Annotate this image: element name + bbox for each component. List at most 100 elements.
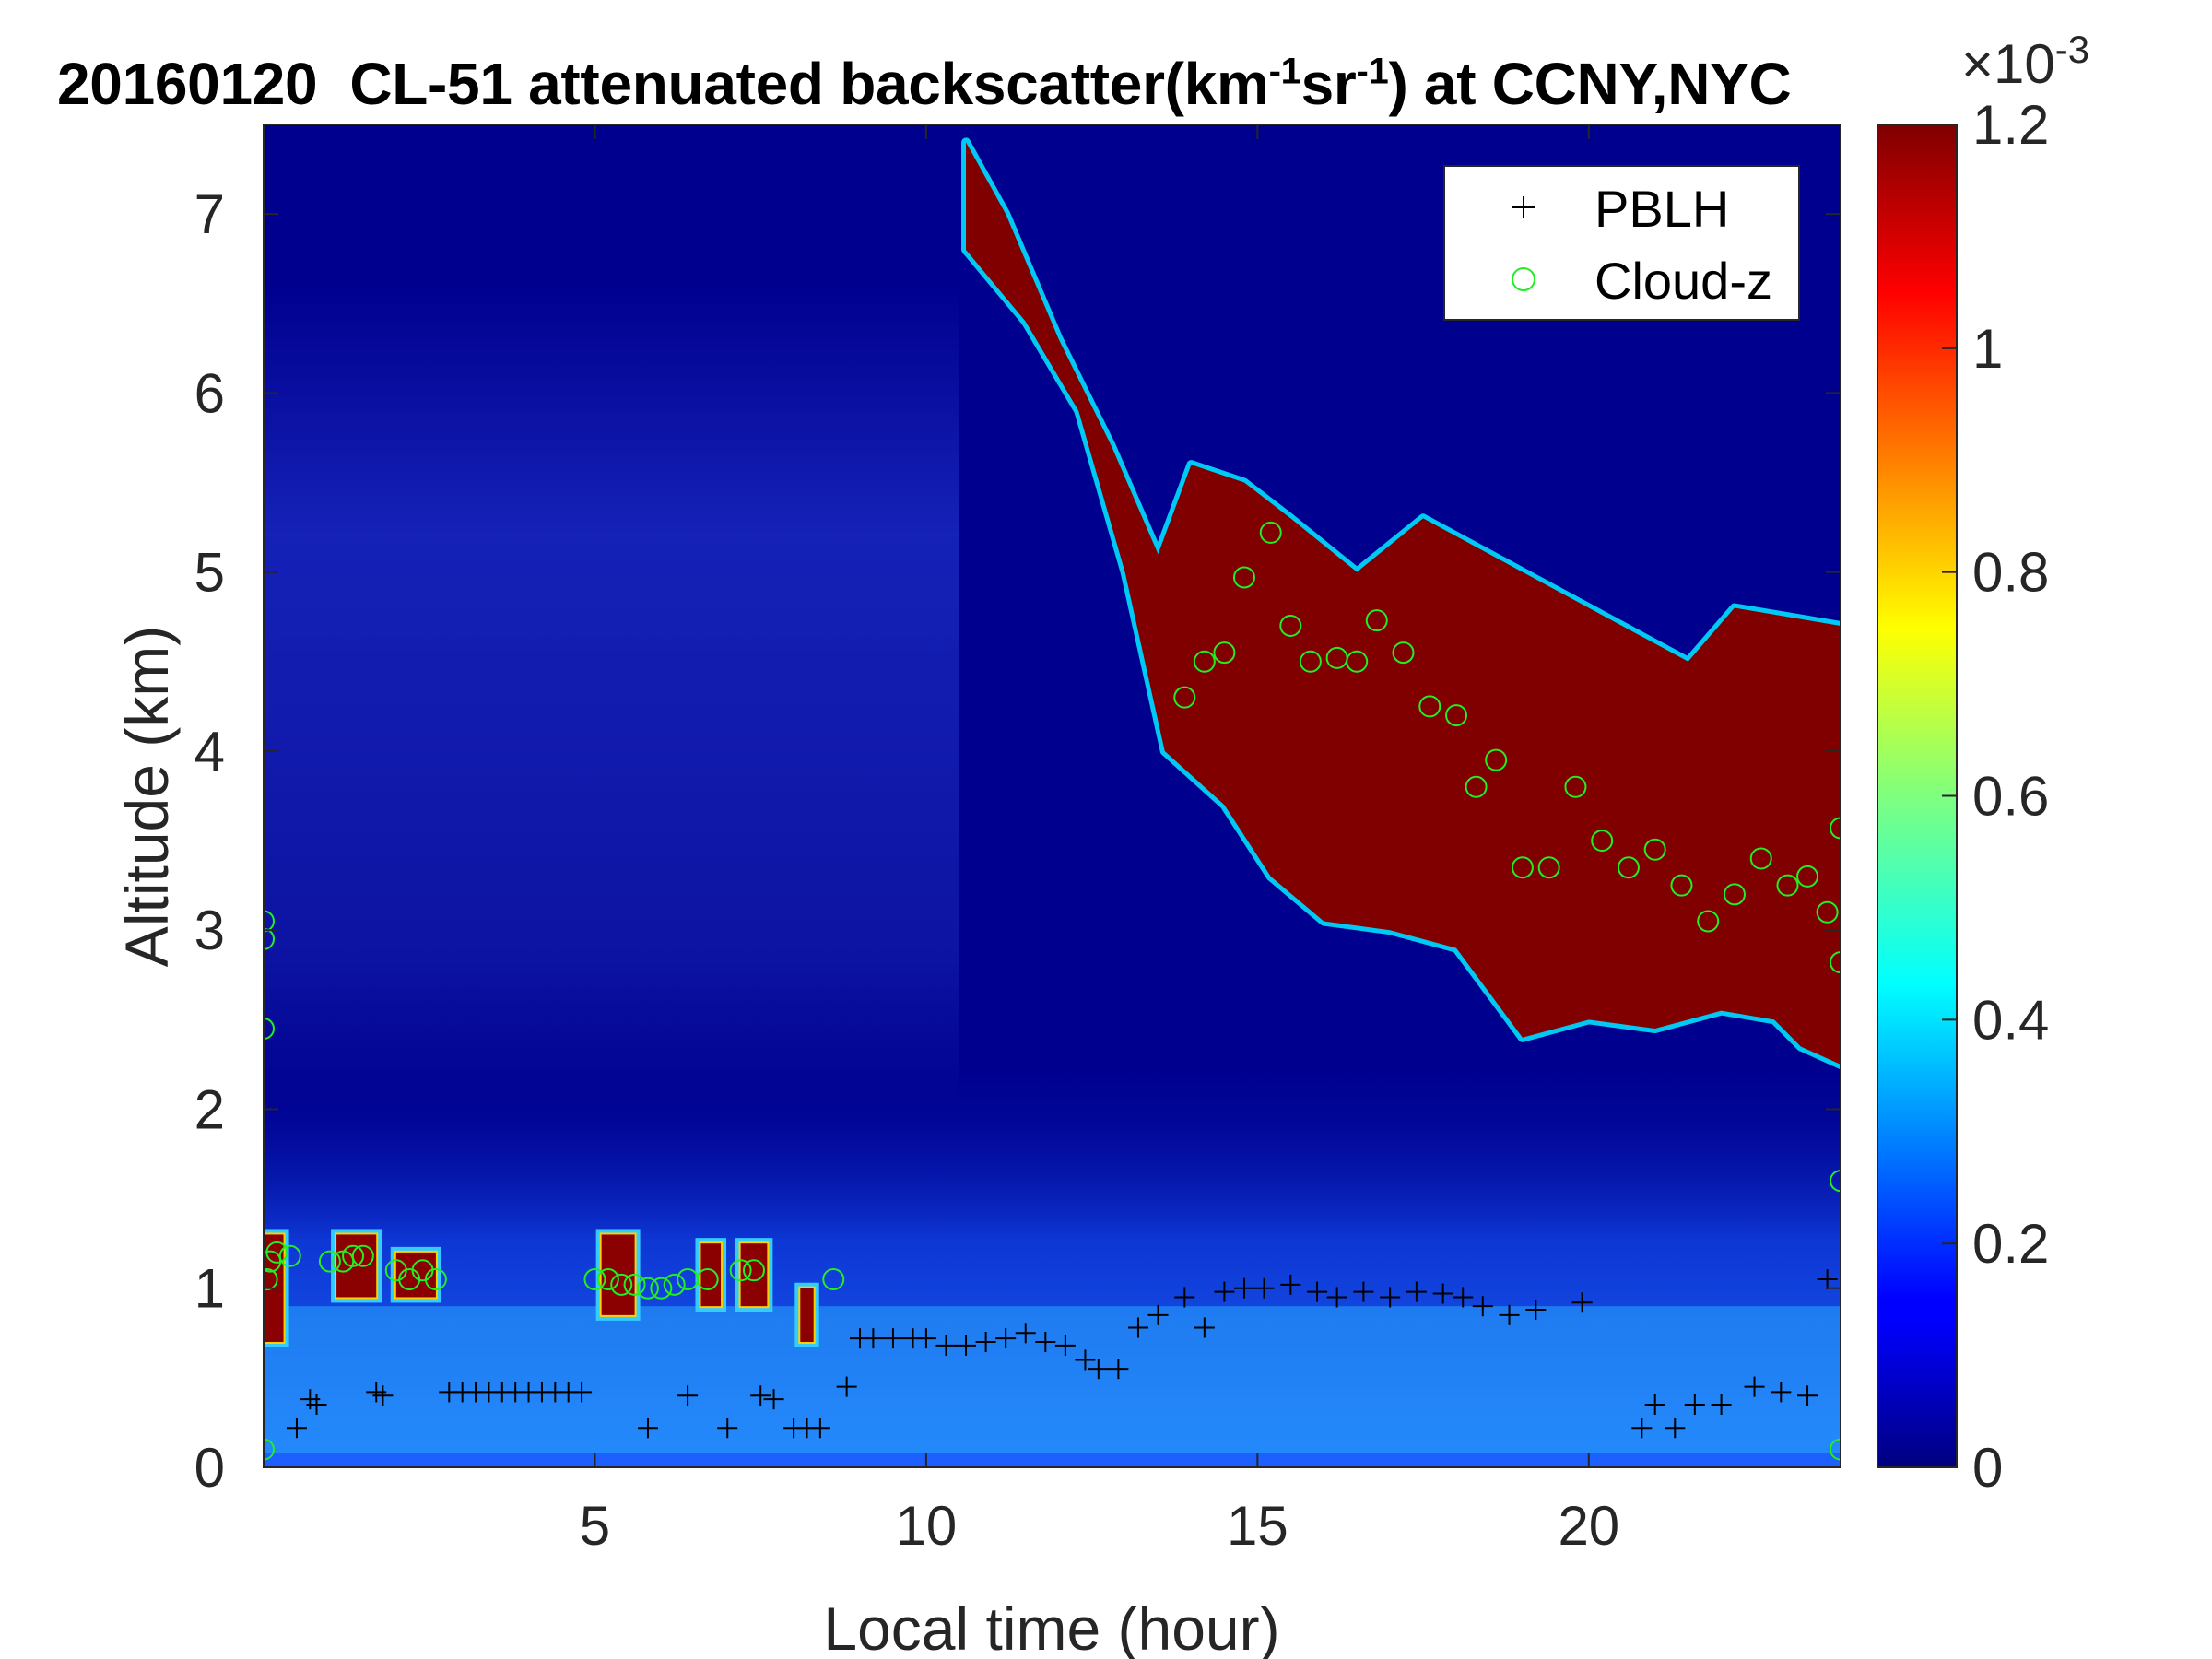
cloud-z-point [1830,1438,1841,1461]
x-axis: 5 10 15 20 [580,124,1619,1557]
pblh-point [956,1335,977,1356]
cloud-z-point [1643,838,1666,861]
y-tick-label: 0 [194,1437,225,1499]
pblh-point [1453,1287,1474,1308]
cloud-z-point [264,1018,275,1041]
cloud-z-point [1279,614,1302,637]
pblh-point [1817,1269,1838,1290]
colorbar-tick-label: 0.6 [1972,766,2049,828]
cloud-z-point [1418,695,1441,718]
legend-cloud-z-label: Cloud-z [1594,252,1772,310]
pblh-point [1280,1274,1301,1295]
cloud-z-point [1697,910,1720,933]
cloud-z-point [1485,748,1508,771]
pblh-point [1108,1359,1129,1380]
cloud-z-point [1670,874,1693,897]
y-tick-label: 5 [194,542,225,604]
colorbar-axis: 0 0.2 0.4 0.6 0.8 1 1.2 [1942,94,2049,1499]
cloud-deck [961,137,1841,1069]
pblh-point [995,1328,1017,1349]
pblh-point [1233,1277,1254,1299]
cloud-z-point [278,1244,301,1267]
pblh-point [1147,1304,1169,1325]
colorbar-multiplier-base: ×10 [1961,33,2055,95]
pblh-point [1307,1281,1328,1302]
cloud-z-point [1465,775,1488,798]
pblh-point [1326,1287,1347,1308]
x-axis-label: Local time (hour) [823,1594,1279,1659]
cloud-z-point [342,1244,365,1267]
title-exponent-2: -1 [1356,51,1389,92]
cloud-z-point [265,1241,288,1264]
y-tick-label: 6 [194,362,225,424]
cloud-z-point [1816,900,1839,924]
x-tick-label: 5 [580,1495,610,1557]
cloud-z-point [1749,847,1772,870]
cloud-deck-core [966,142,1841,1065]
pblh-point [1665,1418,1686,1439]
pblh-point [915,1328,936,1349]
cloud-z-point [1365,609,1388,632]
title-unit-sr: sr [1300,51,1357,117]
pblh-point [1035,1332,1056,1353]
cloud-z-point [742,1259,765,1282]
cloud-z-point [1445,704,1468,727]
pblh-point [809,1418,830,1439]
cloud-z-point [1776,874,1799,897]
y-tick-label: 7 [194,183,225,245]
pblh-series [286,1269,1838,1439]
cloud-z-point [1830,951,1841,974]
cloud-z-point [264,910,275,933]
colorbar-tick-label: 1 [1972,318,2003,380]
cloud-z-point [1796,865,1819,888]
cloud-z-point [1299,650,1322,673]
cloud-z-point [623,1273,646,1296]
pblh-point [1380,1287,1401,1308]
upper-aerosol-haze [264,285,959,1110]
pblh-point [1075,1349,1096,1371]
boundary-layer-core [264,1306,1841,1467]
pblh-point [1127,1317,1148,1338]
pblh-point [1771,1382,1792,1403]
y-tick-label: 2 [194,1078,225,1140]
y-axis: 0 1 2 3 4 5 6 7 [194,183,1841,1499]
colorbar-tick-label: 1.2 [1972,94,2049,156]
colorbar-multiplier-exponent: -3 [2055,28,2089,71]
legend-pblh-label: PBLH [1594,180,1729,238]
pblh-point [1499,1304,1520,1325]
pblh-point [1054,1335,1076,1356]
pblh-point [763,1389,784,1410]
cloud-z-point [351,1244,374,1267]
cloud-z-point [424,1268,447,1291]
pblh-point [1353,1281,1374,1302]
title-exponent-1: -1 [1268,51,1301,92]
pblh-point [1015,1323,1036,1344]
x-tick-label: 15 [1227,1495,1288,1557]
pblh-point [372,1385,394,1406]
pblh-point [935,1335,957,1356]
cloud-z-point [1213,641,1236,665]
y-tick-label: 1 [194,1258,225,1320]
cloud-z-point [650,1277,673,1300]
pblh-point [1797,1385,1818,1406]
y-tick-label: 3 [194,900,225,961]
pblh-point [1684,1394,1705,1416]
cloud-z-point [1537,856,1560,879]
cloud-z-point [1830,817,1841,840]
pblh-point [286,1418,307,1439]
pblh-point [975,1332,996,1353]
cloud-z-point [663,1273,686,1296]
cloud-z-point [1511,856,1534,879]
pblh-point [1631,1418,1653,1439]
boundary-layer [264,1055,1841,1467]
cloud-z-point [610,1273,633,1296]
cloud-z-series [264,521,1841,1461]
legend-box [1443,165,1800,321]
pblh-point [637,1418,658,1439]
pblh-point [1571,1292,1593,1313]
legend: PBLH Cloud-z [1443,165,1800,321]
cloud-z-point [318,1250,341,1273]
cloud-z-point [264,1268,278,1291]
pblh-point [750,1385,771,1406]
plot-frame [263,124,1841,1468]
